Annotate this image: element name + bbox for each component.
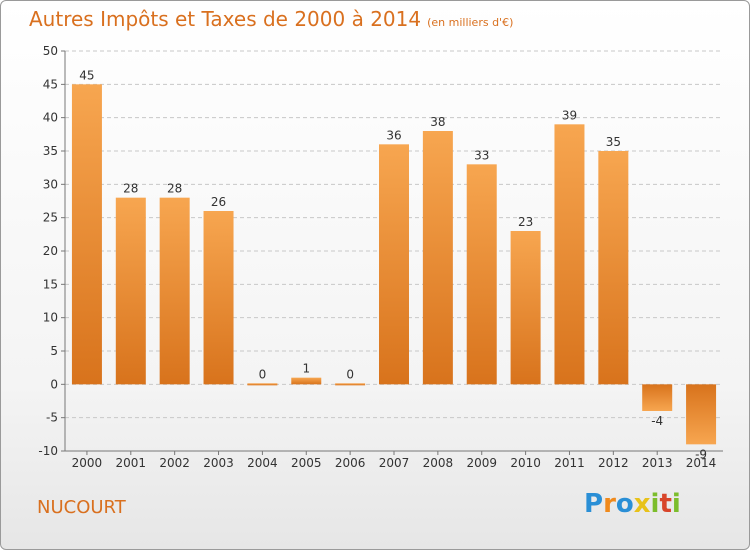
commune-name: NUCOURT xyxy=(37,497,126,518)
chart-title: Autres Impôts et Taxes de 2000 à 2014 (en… xyxy=(29,7,513,31)
x-tick-label: 2003 xyxy=(203,456,234,470)
logo-letter: P xyxy=(584,489,604,519)
logo-letter: i xyxy=(650,489,660,519)
x-tick-label: 2000 xyxy=(72,456,103,470)
bar xyxy=(159,197,190,385)
bar xyxy=(115,197,146,385)
data-label: 28 xyxy=(123,182,138,196)
y-tick-label: 0 xyxy=(50,377,58,391)
data-label: 26 xyxy=(211,195,226,209)
bars xyxy=(71,84,717,445)
bar xyxy=(642,384,673,411)
bar xyxy=(203,211,234,385)
x-tick-label: 2009 xyxy=(466,456,497,470)
bar xyxy=(598,151,629,385)
x-tick-label: 2001 xyxy=(116,456,147,470)
y-tick-label: 20 xyxy=(43,244,58,258)
y-tick-label: 35 xyxy=(43,144,58,158)
bar xyxy=(379,144,409,385)
y-tick-label: 30 xyxy=(43,177,58,191)
data-label: 0 xyxy=(259,367,267,381)
y-tick-label: 50 xyxy=(43,44,58,58)
data-label: 1 xyxy=(302,362,310,376)
y-tick-label: 15 xyxy=(43,277,58,291)
data-label: 35 xyxy=(606,135,621,149)
logo-letter: r xyxy=(603,489,616,519)
data-label: -4 xyxy=(651,414,663,428)
bar xyxy=(291,377,322,385)
x-tick-label: 2013 xyxy=(642,456,673,470)
x-tick-label: 2008 xyxy=(423,456,454,470)
x-tick-label: 2007 xyxy=(379,456,410,470)
logo-letter: i xyxy=(671,489,681,519)
x-tick-label: 2004 xyxy=(247,456,278,470)
y-tick-label: 45 xyxy=(43,77,58,91)
x-tick-label: 2011 xyxy=(554,456,585,470)
y-tick-label: 25 xyxy=(43,211,58,225)
y-tick-label: -5 xyxy=(46,411,58,425)
bar xyxy=(71,84,102,385)
data-label: 0 xyxy=(346,367,354,381)
y-tick-label: 10 xyxy=(43,311,58,325)
x-tick-label: 2006 xyxy=(335,456,366,470)
data-labels: 45 28 28 26 0 1 0 36 38 33 23 39 35 -4 -9 xyxy=(79,68,707,461)
data-label: 36 xyxy=(386,128,401,142)
logo-letter: x xyxy=(633,489,651,519)
bar xyxy=(422,131,453,385)
data-label: 39 xyxy=(562,108,577,122)
y-tick-label: -10 xyxy=(38,444,58,458)
data-label: 45 xyxy=(79,68,94,82)
bar xyxy=(466,164,497,385)
y-tick-label: 40 xyxy=(43,111,58,125)
bar xyxy=(554,124,585,385)
bar xyxy=(247,383,278,386)
x-tick-label: 2002 xyxy=(159,456,190,470)
data-label: 33 xyxy=(474,148,489,162)
data-label: 38 xyxy=(430,115,445,129)
bar xyxy=(686,384,717,445)
logo-letter: o xyxy=(615,489,634,519)
data-label: 23 xyxy=(518,215,533,229)
data-label: 28 xyxy=(167,182,182,196)
logo-letter: t xyxy=(659,489,672,519)
x-tick-label: 2005 xyxy=(291,456,322,470)
bar xyxy=(510,231,541,385)
chart-title-text: Autres Impôts et Taxes de 2000 à 2014 xyxy=(29,7,422,31)
x-tick-label: 2010 xyxy=(510,456,541,470)
y-tick-label: 5 xyxy=(50,344,58,358)
x-tick-label: 2012 xyxy=(598,456,629,470)
proxiti-logo: Proxiti xyxy=(584,489,681,519)
data-label: -9 xyxy=(695,447,707,461)
bar xyxy=(335,383,366,386)
chart-title-unit: (en milliers d'€) xyxy=(427,16,514,29)
x-tick-label: 2014 xyxy=(686,456,717,470)
